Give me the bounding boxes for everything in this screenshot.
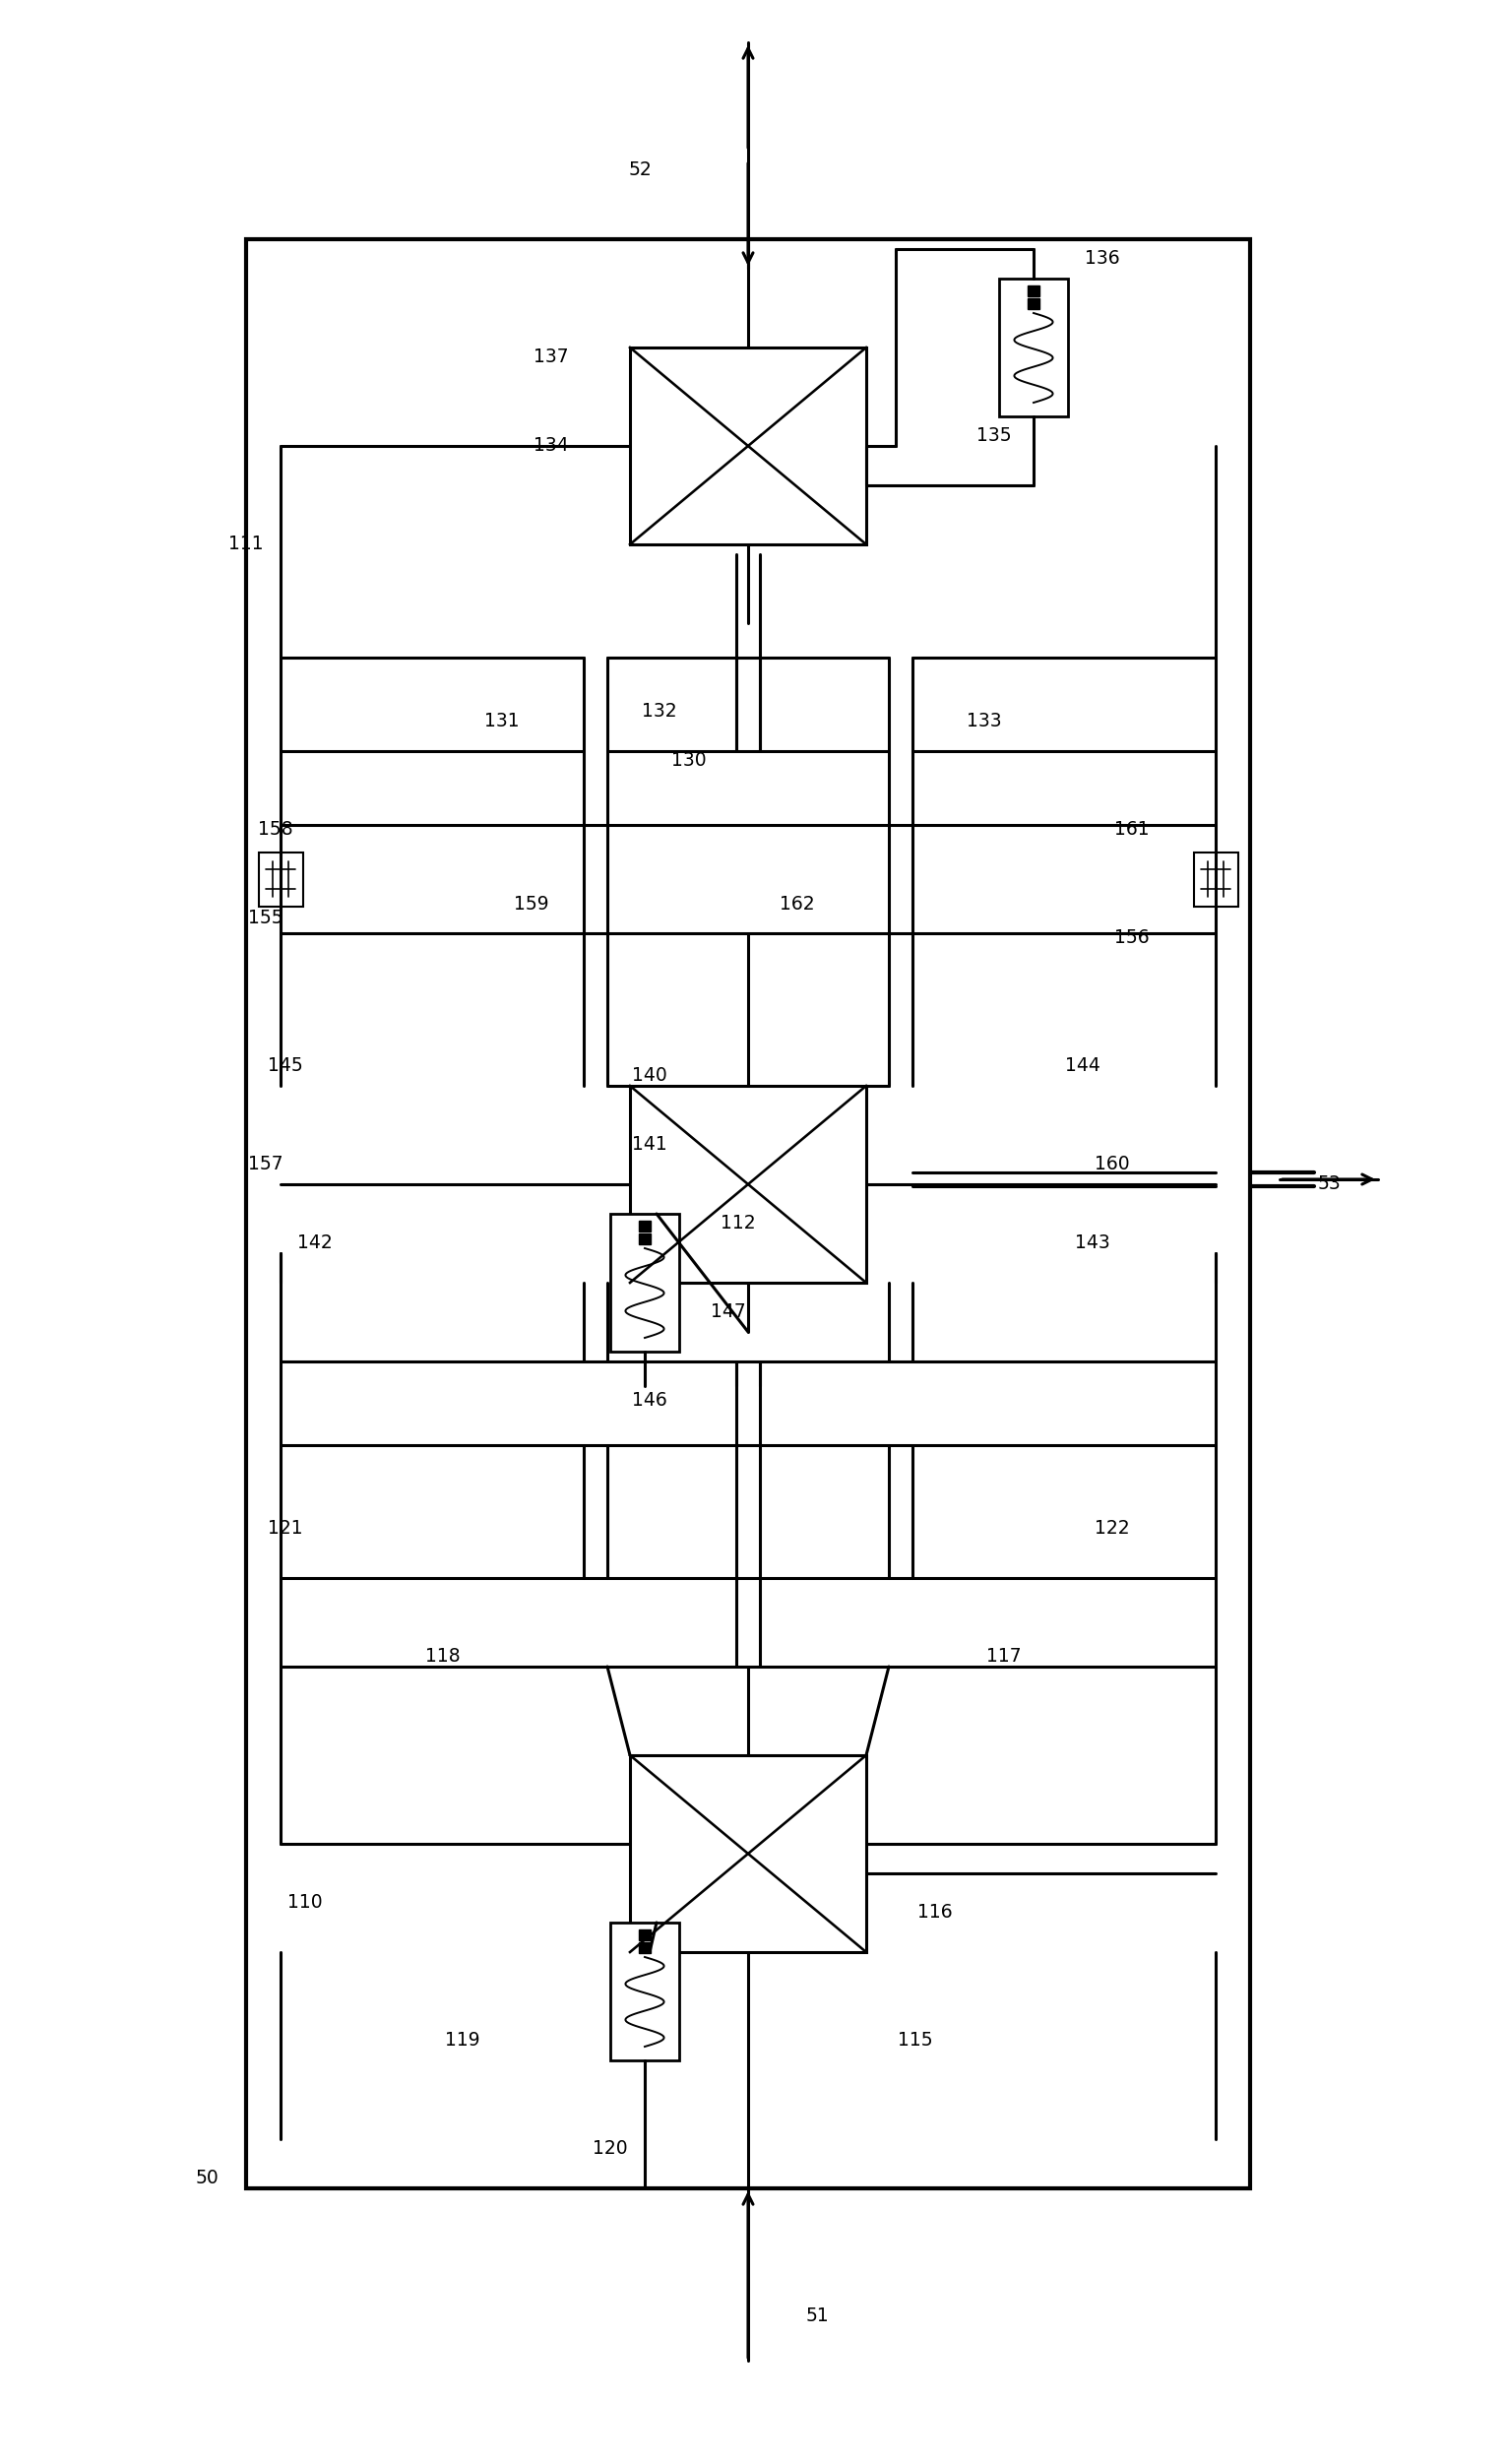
Text: 115: 115: [898, 2030, 933, 2050]
Text: 156: 156: [1115, 929, 1150, 949]
Text: 120: 120: [592, 2139, 628, 2158]
Text: 53: 53: [1317, 1175, 1341, 1193]
Text: 111: 111: [229, 535, 264, 554]
Text: 157: 157: [249, 1156, 283, 1173]
Text: 146: 146: [631, 1392, 668, 1409]
Text: 140: 140: [631, 1067, 668, 1084]
Text: 112: 112: [720, 1215, 757, 1232]
Text: 158: 158: [258, 821, 294, 840]
Text: 51: 51: [805, 2306, 829, 2326]
Text: 137: 137: [533, 347, 568, 367]
Text: 145: 145: [268, 1057, 303, 1074]
Text: 131: 131: [484, 712, 520, 732]
Text: 134: 134: [533, 436, 568, 456]
Text: 122: 122: [1094, 1520, 1130, 1538]
Text: 121: 121: [268, 1520, 303, 1538]
Bar: [1194, 853, 1237, 907]
Bar: [639, 1234, 651, 1244]
Bar: [258, 853, 303, 907]
Bar: [639, 1929, 651, 1939]
Bar: [610, 1922, 680, 2060]
Bar: [246, 239, 1251, 2188]
Bar: [630, 1087, 867, 1284]
Text: 119: 119: [445, 2030, 481, 2050]
Text: 110: 110: [288, 1892, 322, 1912]
Bar: [610, 1215, 680, 1353]
Text: 136: 136: [1085, 249, 1120, 269]
Bar: [630, 347, 867, 545]
Text: 117: 117: [987, 1648, 1022, 1666]
Text: 142: 142: [297, 1234, 333, 1252]
Text: 143: 143: [1074, 1234, 1111, 1252]
Text: 52: 52: [628, 160, 651, 180]
Bar: [639, 1942, 651, 1954]
Text: 141: 141: [631, 1136, 668, 1153]
Text: 160: 160: [1094, 1156, 1130, 1173]
Bar: [1028, 286, 1040, 296]
Bar: [1028, 298, 1040, 308]
Text: 118: 118: [425, 1648, 461, 1666]
Text: 133: 133: [967, 712, 1002, 732]
Text: 135: 135: [977, 426, 1011, 446]
Bar: [630, 1754, 867, 1951]
Text: 162: 162: [779, 894, 815, 914]
Bar: [999, 278, 1068, 416]
Text: 116: 116: [918, 1902, 952, 1922]
Text: 130: 130: [672, 752, 707, 771]
Text: 144: 144: [1065, 1057, 1100, 1074]
Text: 159: 159: [514, 894, 549, 914]
Text: 155: 155: [249, 909, 283, 929]
Text: 161: 161: [1115, 821, 1150, 840]
Text: 50: 50: [194, 2168, 219, 2188]
Text: 132: 132: [642, 702, 677, 722]
Bar: [639, 1220, 651, 1232]
Text: 147: 147: [711, 1303, 746, 1321]
